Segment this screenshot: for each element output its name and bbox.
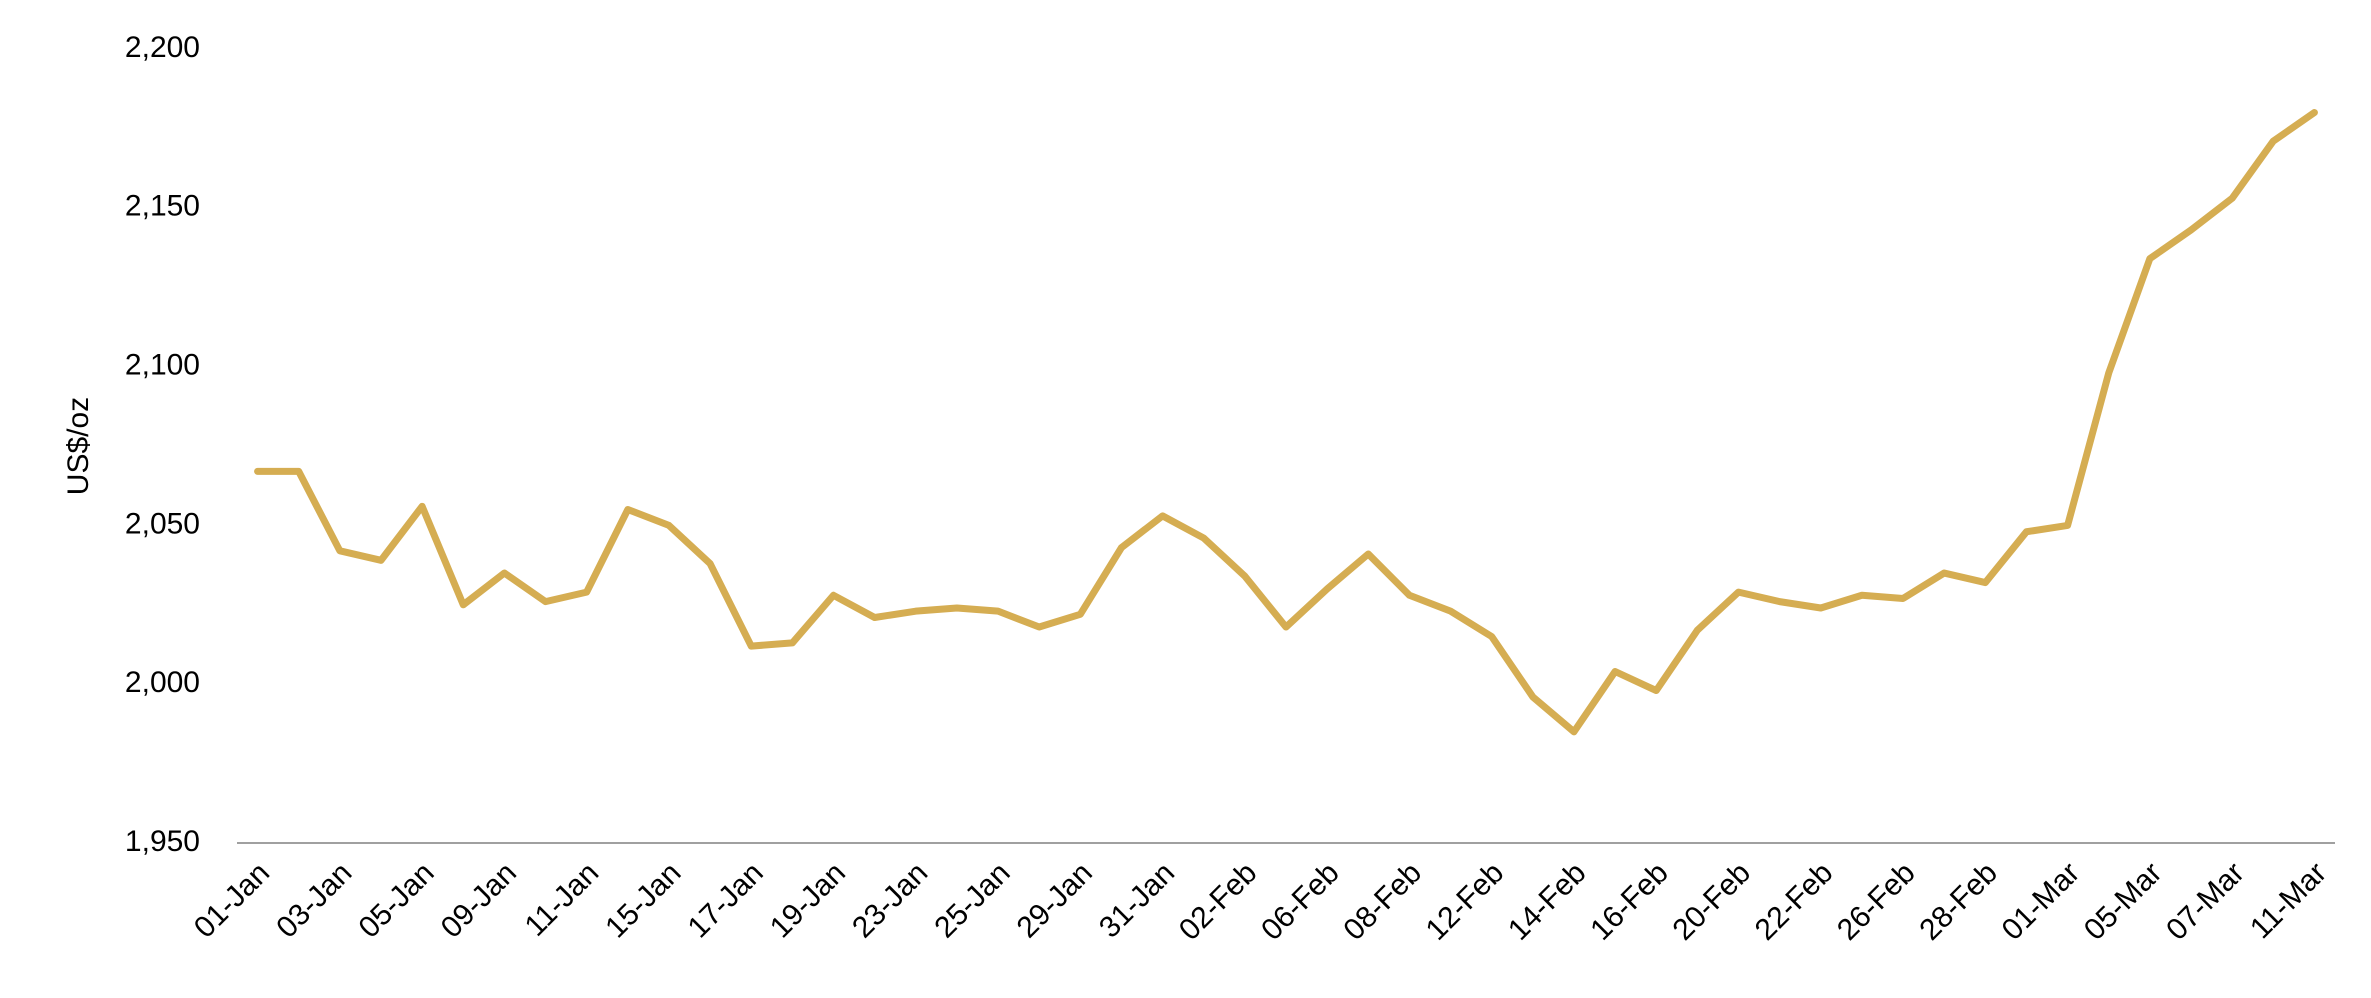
x-tick-label: 06-Feb xyxy=(1255,856,1346,947)
x-tick-label: 20-Feb xyxy=(1667,856,1758,947)
x-tick-label: 11-Mar xyxy=(2244,856,2333,945)
x-tick-label: 08-Feb xyxy=(1337,856,1428,947)
x-tick-label: 23-Jan xyxy=(846,856,934,944)
x-tick-label: 29-Jan xyxy=(1011,856,1099,944)
x-tick-label: 28-Feb xyxy=(1913,856,2004,947)
x-tick-label: 16-Feb xyxy=(1584,856,1675,947)
x-tick-label: 01-Mar xyxy=(1996,856,2087,947)
x-tick-label: 26-Feb xyxy=(1831,856,1922,947)
x-tick-label: 02-Feb xyxy=(1173,856,1264,947)
x-tick-label: 22-Feb xyxy=(1749,856,1840,947)
x-tick-label: 31-Jan xyxy=(1093,856,1181,944)
x-tick-label: 25-Jan xyxy=(928,856,1016,944)
x-tick-label: 09-Jan xyxy=(435,856,523,944)
x-tick-label: 12-Feb xyxy=(1420,856,1511,947)
x-tick-label: 01-Jan xyxy=(188,856,276,944)
x-tick-label: 15-Jan xyxy=(599,856,687,944)
x-tick-label: 05-Mar xyxy=(2078,856,2169,947)
y-tick-label: 2,200 xyxy=(125,31,200,64)
x-tick-label: 19-Jan xyxy=(764,856,852,944)
y-tick-label: 2,050 xyxy=(125,507,200,540)
x-tick-label: 03-Jan xyxy=(270,856,358,944)
y-tick-label: 2,000 xyxy=(125,666,200,699)
y-axis-title: US$/oz xyxy=(62,397,95,495)
y-tick-label: 1,950 xyxy=(125,825,200,858)
x-tick-label: 05-Jan xyxy=(352,856,440,944)
x-tick-label: 17-Jan xyxy=(682,856,770,944)
x-tick-label: 07-Mar xyxy=(2160,856,2251,947)
price-line xyxy=(254,109,2318,736)
x-tick-label: 14-Feb xyxy=(1502,856,1593,947)
y-tick-label: 2,100 xyxy=(125,349,200,382)
y-tick-label: 2,150 xyxy=(125,190,200,223)
x-tick-label: 11-Jan xyxy=(519,856,606,943)
